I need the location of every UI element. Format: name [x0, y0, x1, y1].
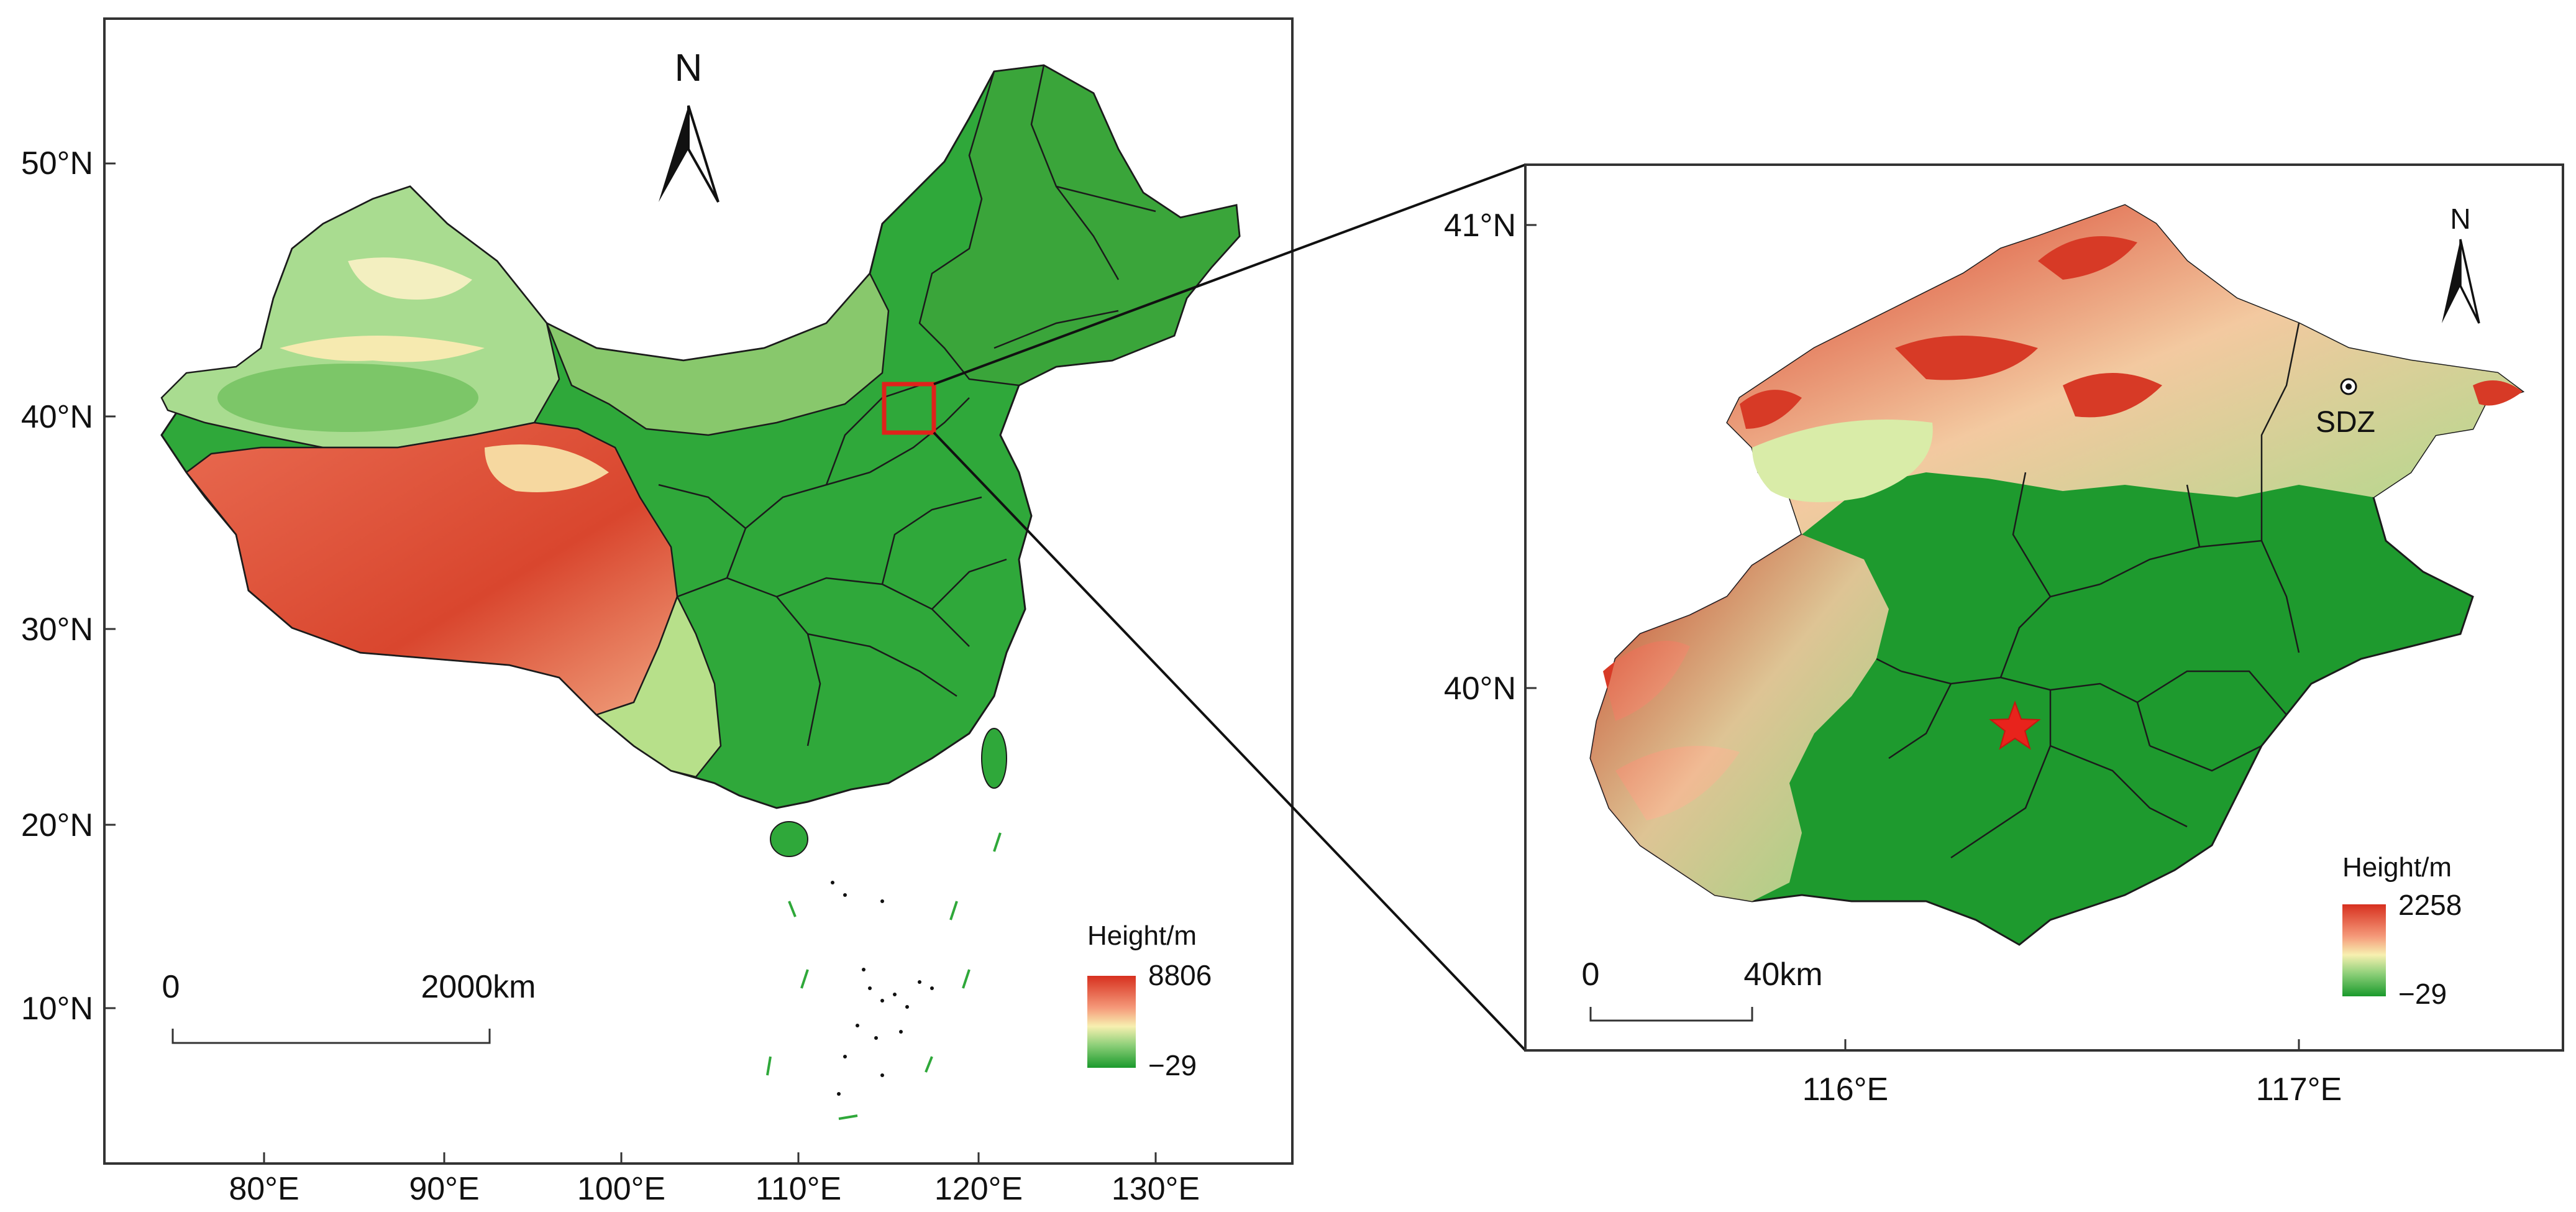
taiwan-island	[981, 728, 1007, 789]
left-lon-label-100: 100°E	[577, 1171, 665, 1207]
zoom-connector-lines	[933, 163, 1527, 1052]
south-china-sea-islands	[831, 881, 934, 1096]
dzungaria	[348, 257, 472, 300]
left-lon-label-110: 110°E	[756, 1171, 841, 1207]
station-marker-icon	[2340, 378, 2357, 395]
right-legend-title: Height/m	[2342, 852, 2452, 883]
right-scale-end: 40km	[1743, 957, 1822, 993]
beijing-highlight-box	[882, 382, 936, 435]
left-map-panel: N 50°N 40°N 30°N 20°N 10°N 80°E 90°E 100…	[21, 17, 1294, 1207]
right-lon-label-116: 116°E	[1802, 1072, 1888, 1108]
right-scale-bar	[1589, 1007, 1753, 1022]
right-scale-start: 0	[1582, 957, 1600, 993]
right-axis-ticks	[1525, 224, 2300, 1050]
right-legend-max: 2258	[2398, 889, 2462, 921]
northeast-region	[918, 64, 1241, 387]
right-legend-min: −29	[2398, 978, 2447, 1010]
right-north-label: N	[2450, 203, 2470, 235]
left-legend-colorbar	[1087, 976, 1136, 1068]
left-axis-ticks	[104, 162, 1157, 1164]
nine-dash-line	[766, 832, 1002, 1120]
right-map-panel: SDZ N 41°N 40°N 116°E 117°E 0 40km Heigh…	[1444, 163, 2564, 1108]
left-legend-min: −29	[1148, 1049, 1197, 1081]
tarim-basin	[217, 364, 478, 432]
qaidam-basin	[485, 444, 609, 492]
left-lat-label-50: 50°N	[21, 145, 93, 181]
station-label: SDZ	[2316, 406, 2375, 439]
left-lon-label-120: 120°E	[934, 1171, 1023, 1207]
yanqing-basin	[1752, 420, 1933, 502]
right-lat-label-40: 40°N	[1444, 671, 1516, 707]
star-icon	[1989, 700, 2041, 750]
left-lat-label-20: 20°N	[21, 807, 93, 843]
left-lat-label-10: 10°N	[21, 991, 93, 1027]
left-lon-label-90: 90°E	[409, 1171, 479, 1207]
inner-mongolia-region	[545, 272, 890, 436]
left-scale-bar	[171, 1029, 491, 1044]
north-arrow-icon	[2442, 239, 2480, 324]
southwest-highlands	[595, 594, 722, 778]
right-lon-label-117: 117°E	[2256, 1072, 2342, 1108]
district-boundaries	[1876, 323, 2300, 859]
left-lat-label-40: 40°N	[21, 399, 93, 435]
left-scale-start: 0	[162, 969, 180, 1005]
north-arrow-icon	[659, 105, 719, 203]
left-north-label: N	[675, 47, 703, 90]
western-mountains	[1591, 535, 1889, 901]
right-legend-colorbar	[2342, 904, 2386, 996]
hainan-island	[770, 821, 808, 857]
province-boundaries	[658, 65, 1156, 746]
left-legend-title: Height/m	[1087, 920, 1197, 951]
right-lat-label-41: 41°N	[1444, 208, 1516, 244]
left-scale-end: 2000km	[421, 969, 536, 1005]
left-lat-label-30: 30°N	[21, 612, 93, 648]
left-legend-max: 8806	[1148, 959, 1212, 991]
left-lon-label-130: 130°E	[1112, 1171, 1200, 1207]
tianshan-mountains	[280, 336, 485, 362]
left-lon-label-80: 80°E	[229, 1171, 299, 1207]
